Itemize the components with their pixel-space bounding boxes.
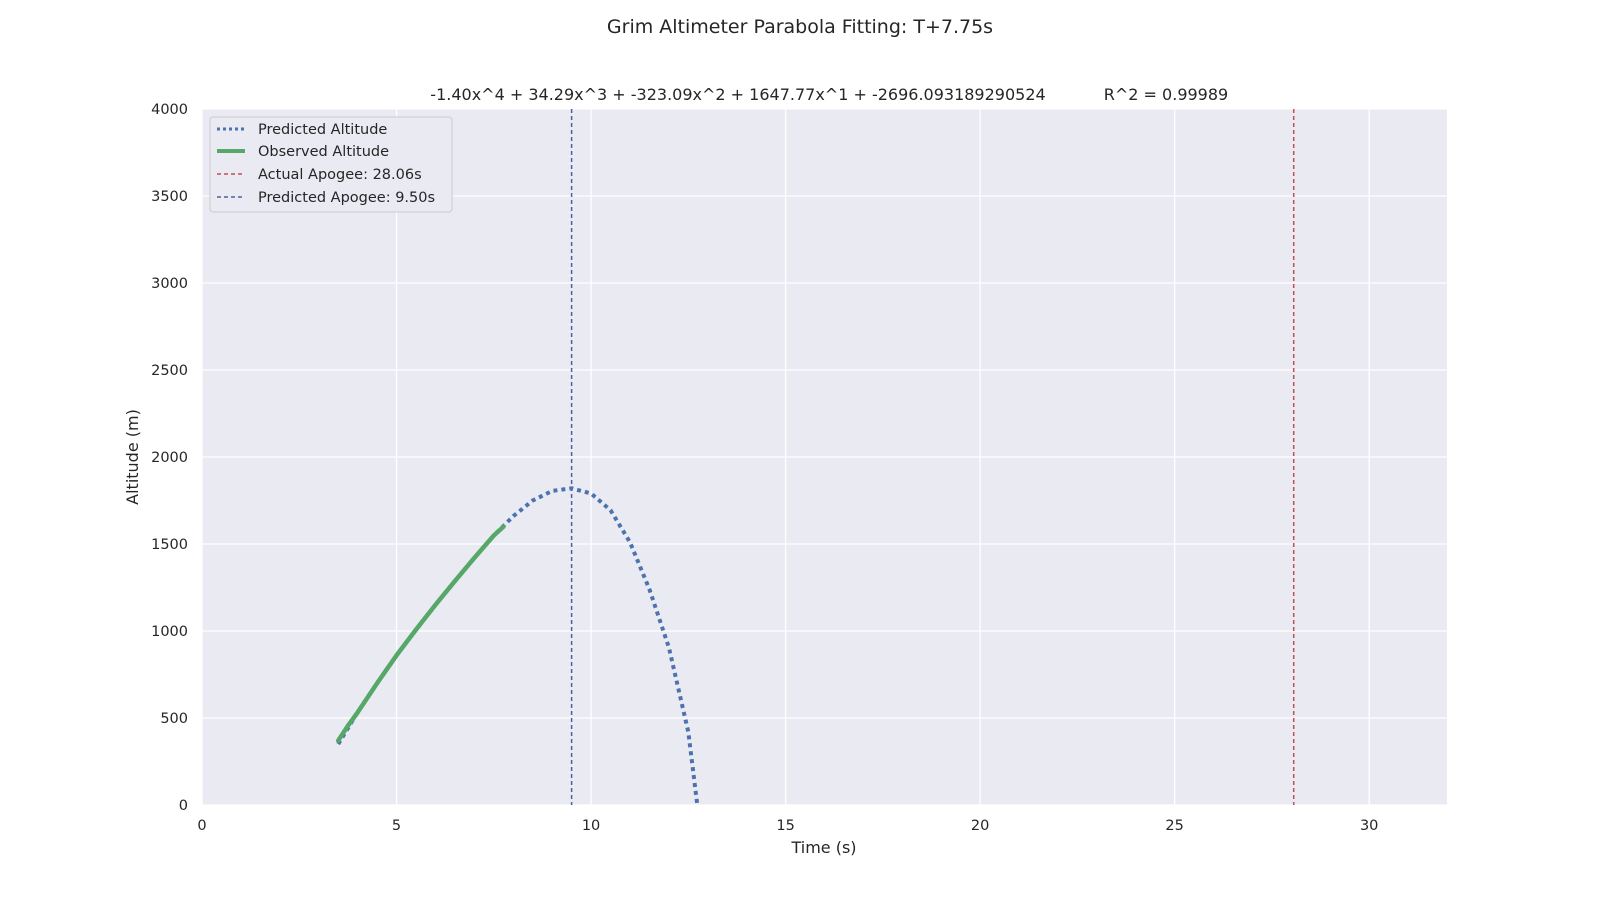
series-line-observed-altitude bbox=[335, 524, 506, 743]
x-tick-label: 20 bbox=[971, 818, 989, 834]
x-tick-label: 5 bbox=[392, 818, 401, 834]
y-tick-label: 500 bbox=[160, 711, 188, 727]
y-tick-label: 2000 bbox=[151, 450, 188, 466]
y-tick-label: 4000 bbox=[151, 102, 188, 118]
grid bbox=[201, 108, 1447, 806]
x-tick-label: 25 bbox=[1165, 818, 1183, 834]
y-axis-label: Altitude (m) bbox=[123, 409, 142, 505]
legend-label-observed-altitude: Observed Altitude bbox=[258, 144, 389, 160]
y-tick-label: 2500 bbox=[151, 363, 188, 379]
y-tick-label: 0 bbox=[179, 798, 188, 814]
legend-label-predicted-altitude: Predicted Altitude bbox=[258, 122, 387, 138]
legend-box bbox=[209, 116, 453, 213]
y-axis-ticks: 0 500 1000 1500 2000 2500 3000 3500 4000 bbox=[151, 102, 188, 814]
y-tick-label: 1000 bbox=[151, 624, 188, 640]
y-tick-label: 3500 bbox=[151, 189, 188, 205]
x-tick-label: 0 bbox=[197, 818, 206, 834]
chart-subtitle-r2: R^2 = 0.99989 bbox=[1104, 85, 1228, 104]
x-axis-label: Time (s) bbox=[790, 838, 856, 857]
legend-label-actual-apogee: Actual Apogee: 28.06s bbox=[258, 167, 422, 183]
chart-subtitle-equation: -1.40x^4 + 34.29x^3 + -323.09x^2 + 1647.… bbox=[430, 85, 1045, 104]
y-tick-label: 1500 bbox=[151, 537, 188, 553]
legend-label-predicted-apogee: Predicted Apogee: 9.50s bbox=[258, 190, 435, 206]
x-tick-label: 30 bbox=[1360, 818, 1378, 834]
legend: Predicted Altitude Observed Altitude Act… bbox=[209, 116, 453, 213]
series bbox=[335, 486, 700, 806]
chart-title: Grim Altimeter Parabola Fitting: T+7.75s bbox=[607, 16, 993, 38]
y-tick-label: 3000 bbox=[151, 276, 188, 292]
x-tick-label: 15 bbox=[776, 818, 794, 834]
apogee-lines bbox=[570, 109, 1295, 805]
x-axis-ticks: 0 5 10 15 20 25 30 bbox=[197, 818, 1378, 834]
x-tick-label: 10 bbox=[582, 818, 600, 834]
